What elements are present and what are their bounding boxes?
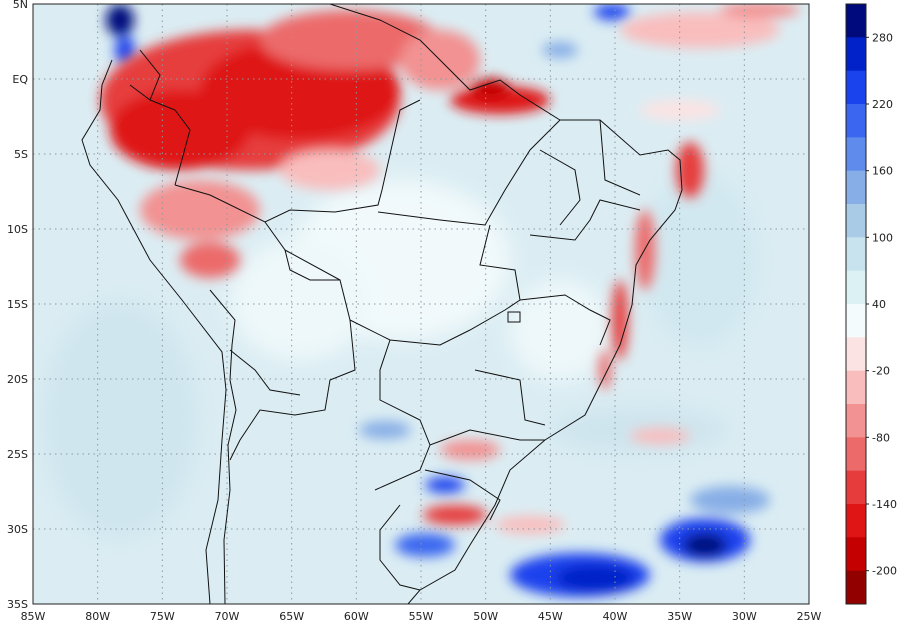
- latitude-labels: 5N EQ 5S 10S 15S 20S 25S 30S 35S: [7, 0, 28, 611]
- colorbar-label: -20: [872, 365, 890, 378]
- lon-tick-label: 70W: [215, 610, 240, 623]
- colorbar-segment: [846, 404, 866, 438]
- lat-tick-label: 10S: [7, 223, 28, 236]
- colorbar-label: -80: [872, 431, 890, 444]
- lon-tick-label: 30W: [732, 610, 757, 623]
- colorbar-segment: [846, 437, 866, 472]
- colorbar-segment: [846, 570, 866, 605]
- lat-tick-label: 20S: [7, 373, 28, 386]
- colorbar-segment: [846, 370, 866, 405]
- light-field-patches: [40, 170, 760, 540]
- graticule: [33, 4, 809, 604]
- lon-tick-label: 75W: [150, 610, 175, 623]
- colorbar-segment: [846, 37, 866, 72]
- lon-tick-label: 85W: [21, 610, 46, 623]
- lon-tick-label: 45W: [538, 610, 563, 623]
- lon-tick-label: 25W: [797, 610, 822, 623]
- colorbar-segment: [846, 537, 866, 572]
- colorbar-label: 160: [872, 165, 893, 178]
- colorbar-segment: [846, 137, 866, 172]
- lat-tick-label: 25S: [7, 448, 28, 461]
- colorbar-segment: [846, 170, 866, 205]
- colorbar-label: 40: [872, 298, 886, 311]
- colorbar-segment: [846, 237, 866, 272]
- plot-area: [33, 4, 809, 604]
- lon-tick-label: 40W: [603, 610, 628, 623]
- negative-anomaly-areas: [100, 4, 800, 534]
- colorbar-label: -140: [872, 498, 897, 511]
- colorbar-segment: [846, 70, 866, 105]
- colorbar-segment: [846, 337, 866, 372]
- plot-frame: [32, 3, 810, 605]
- colorbar-segment: [846, 304, 866, 338]
- colorbar-label: 280: [872, 31, 893, 44]
- south-america-coastline: [81, 4, 683, 604]
- lon-tick-label: 80W: [85, 610, 110, 623]
- lon-tick-label: 55W: [409, 610, 434, 623]
- lat-tick-label: 15S: [7, 298, 28, 311]
- colorbar-segment: [846, 4, 866, 38]
- lat-tick-label: 5N: [13, 0, 28, 11]
- longitude-labels: 85W 80W 75W 70W 65W 60W 55W 50W 45W 40W 35W 30W 25W: [21, 610, 822, 623]
- colorbar-label: -200: [872, 565, 897, 578]
- lat-tick-label: 30S: [7, 523, 28, 536]
- colorbar: [845, 3, 869, 605]
- andes-borders: [129, 49, 237, 604]
- colorbar-label: 220: [872, 98, 893, 111]
- country-borders: [81, 4, 683, 604]
- lon-tick-label: 35W: [667, 610, 692, 623]
- colorbar-segment: [846, 504, 866, 538]
- colorbar-segment: [846, 270, 866, 305]
- federal-district-outline: [507, 311, 521, 323]
- lat-tick-label: EQ: [12, 73, 28, 86]
- lat-tick-label: 5S: [14, 148, 28, 161]
- lon-tick-label: 65W: [279, 610, 304, 623]
- positive-anomaly-areas: [106, 4, 770, 597]
- colorbar-segment: [846, 470, 866, 505]
- lon-tick-label: 50W: [473, 610, 498, 623]
- lat-tick-label: 35S: [7, 598, 28, 611]
- colorbar-segment: [846, 204, 866, 238]
- colorbar-label: 100: [872, 231, 893, 244]
- lon-tick-label: 60W: [344, 610, 369, 623]
- colorbar-segment: [846, 104, 866, 138]
- brazil-border: [174, 99, 641, 591]
